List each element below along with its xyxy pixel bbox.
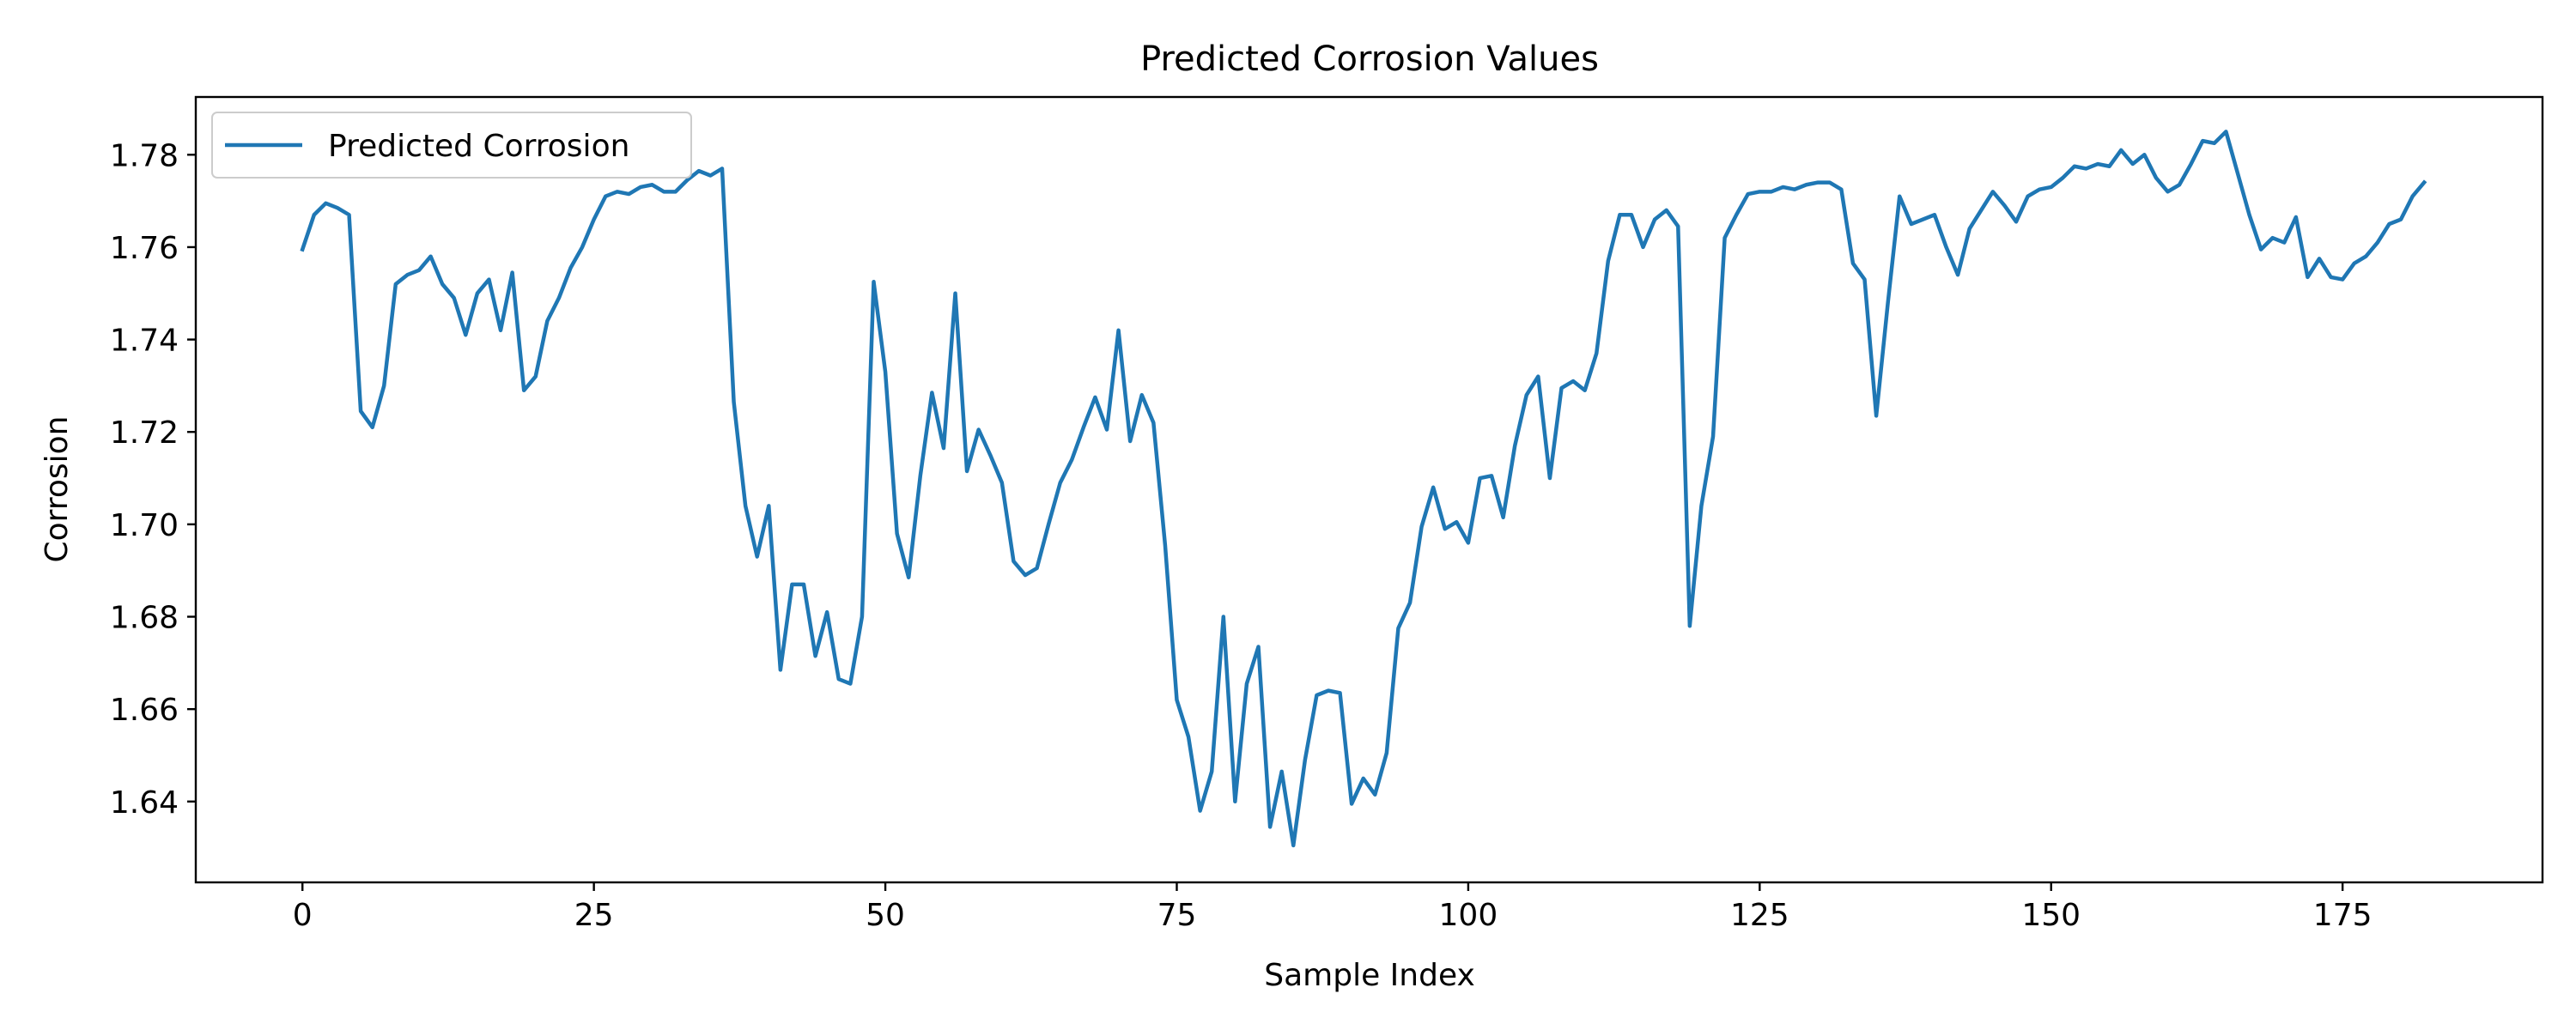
x-tick-label: 125	[1730, 898, 1789, 933]
x-tick-label: 25	[574, 898, 614, 933]
x-tick-label: 175	[2313, 898, 2372, 933]
y-tick-label: 1.72	[110, 415, 179, 451]
y-tick-label: 1.76	[110, 231, 179, 266]
plot-lines	[300, 130, 2427, 848]
y-axis-label: Corrosion	[39, 416, 75, 563]
x-tick-label: 100	[1439, 898, 1498, 933]
legend: Predicted Corrosion	[211, 112, 692, 179]
x-tick-label: 0	[293, 898, 313, 933]
x-axis-label: Sample Index	[1264, 958, 1475, 993]
y-tick-label: 1.70	[110, 508, 179, 543]
y-tick-label: 1.74	[110, 324, 179, 359]
y-tick-label: 1.68	[110, 601, 179, 636]
series-line-0	[300, 130, 2427, 848]
y-tick-label: 1.64	[110, 785, 179, 821]
x-axis: 0 25 50 75 100 125 150 175	[293, 882, 2372, 933]
y-tick-label: 1.78	[110, 138, 179, 173]
x-tick-label: 150	[2021, 898, 2081, 933]
y-tick-label: 1.66	[110, 693, 179, 728]
y-axis: 1.64 1.66 1.68 1.70 1.72 1.74 1.76 1.78	[110, 138, 196, 821]
legend-label: Predicted Corrosion	[328, 129, 629, 164]
chart-title: Predicted Corrosion Values	[1140, 39, 1599, 79]
x-tick-label: 75	[1157, 898, 1197, 933]
axes-frame	[194, 95, 2544, 884]
x-tick-label: 50	[866, 898, 905, 933]
legend-box	[211, 112, 692, 179]
